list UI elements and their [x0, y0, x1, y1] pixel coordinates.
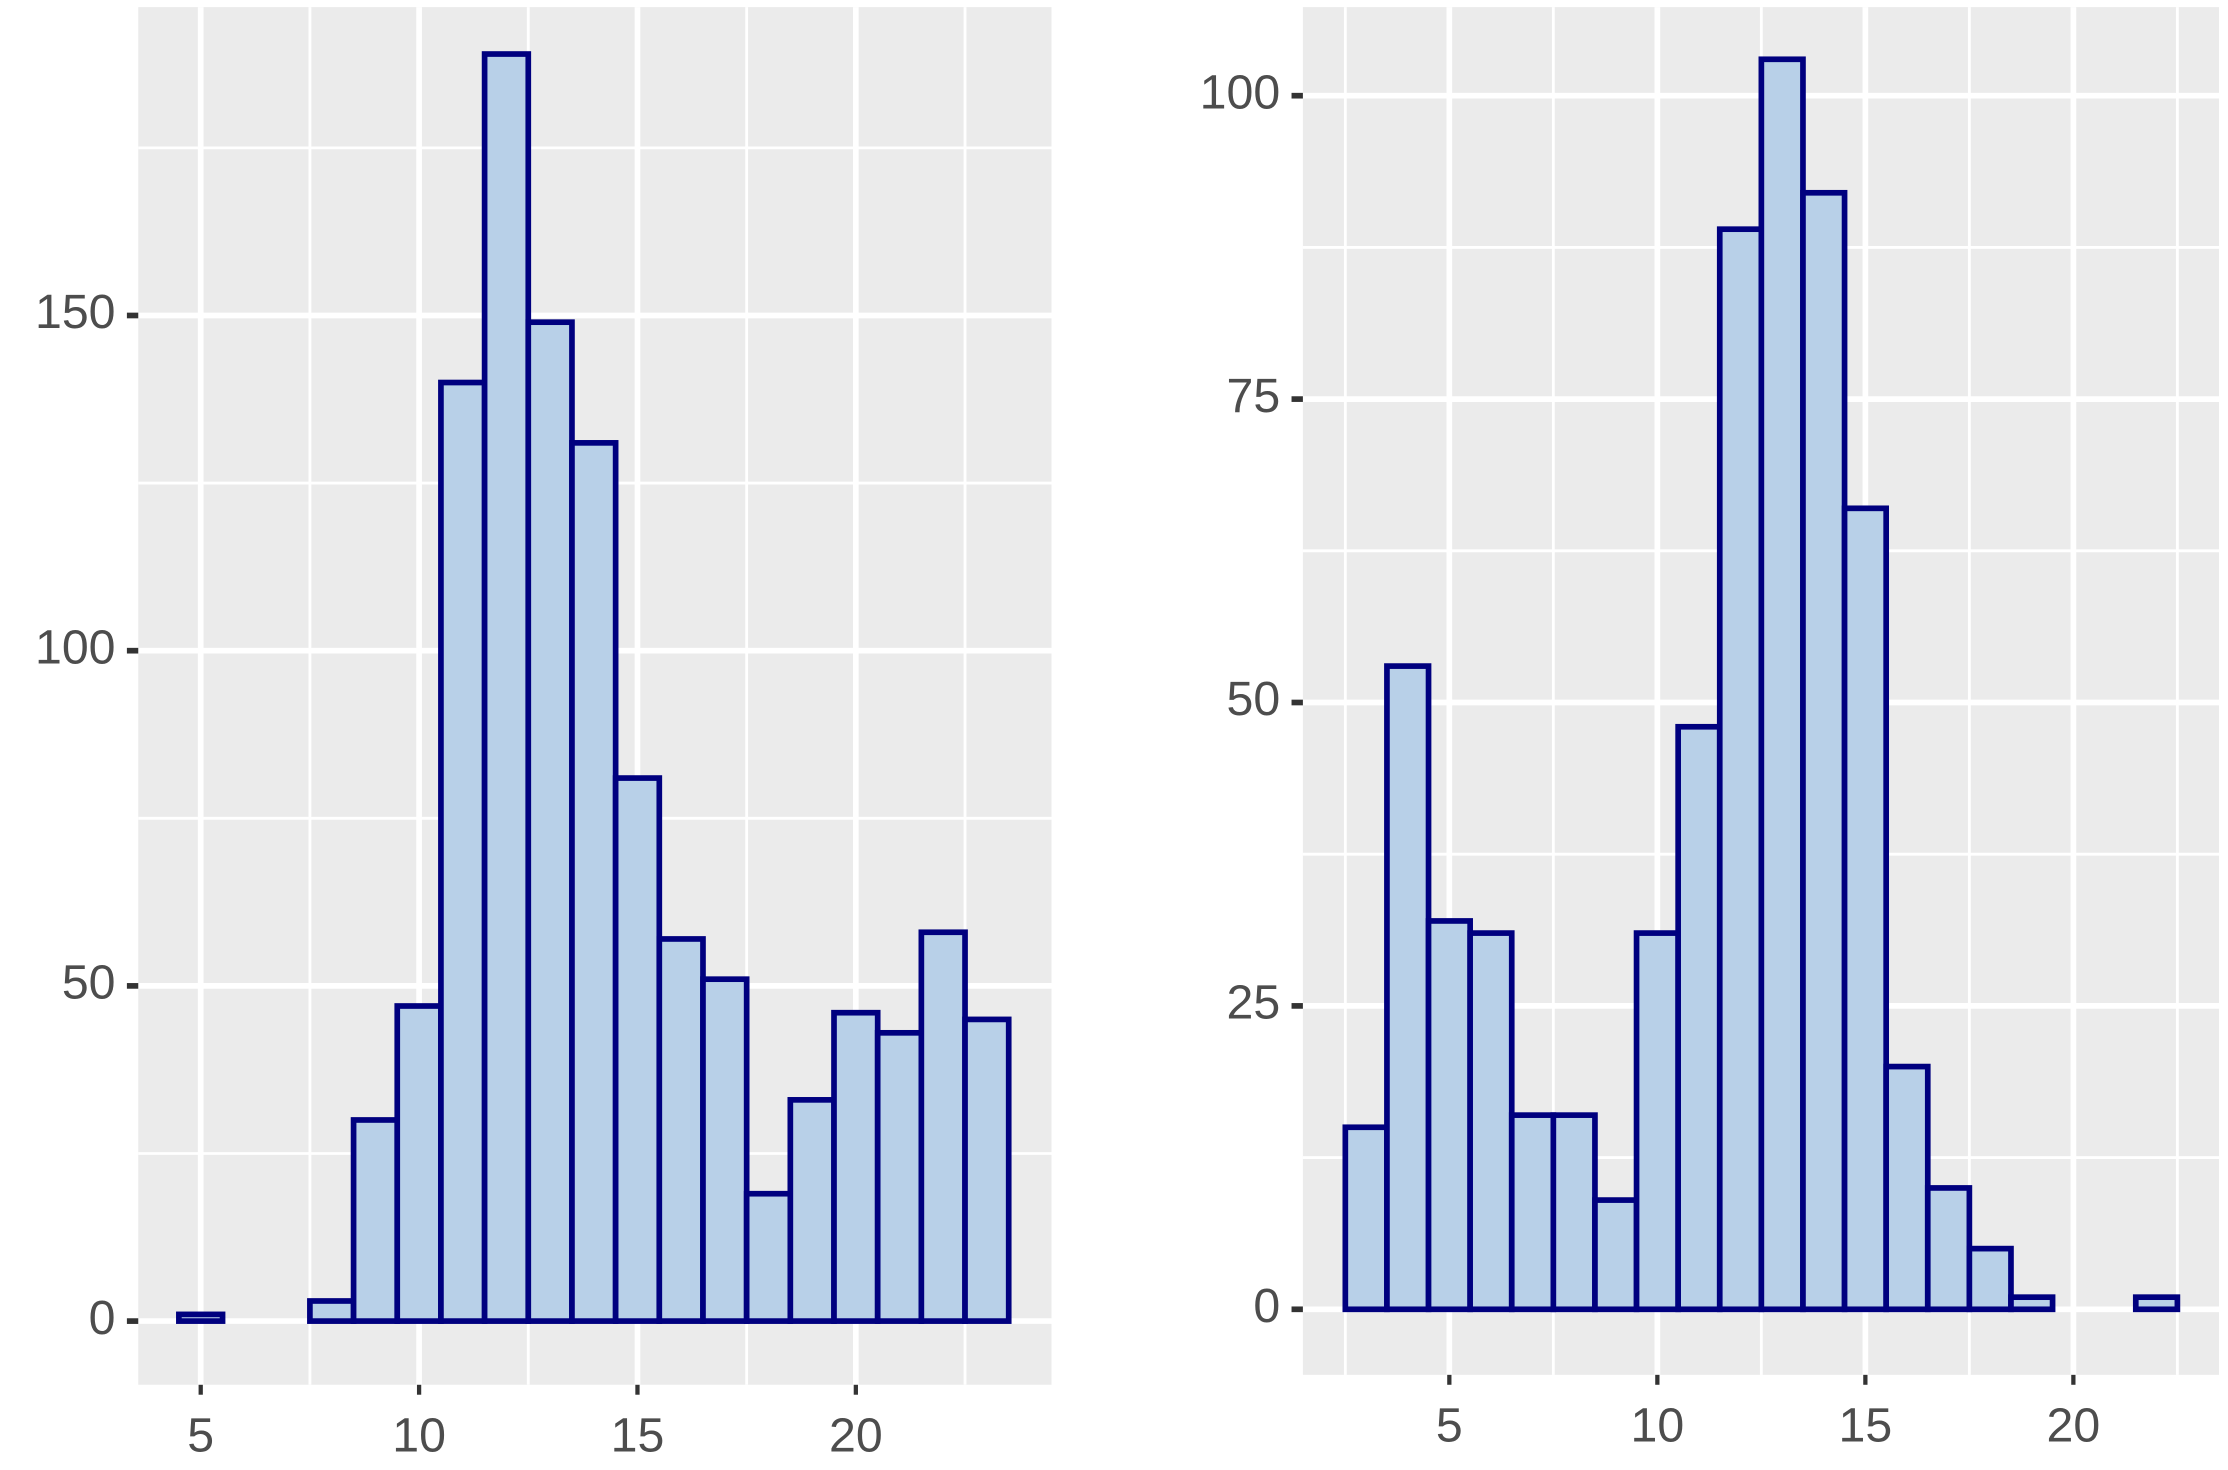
bar	[874, 1029, 925, 1324]
bar	[787, 1097, 837, 1324]
bar	[1550, 1112, 1598, 1313]
bar	[656, 936, 706, 1324]
y-tick-label: 150	[35, 285, 116, 339]
bar	[831, 1009, 881, 1324]
bar	[918, 929, 968, 1324]
bar	[1758, 56, 1806, 1313]
bar	[1633, 930, 1681, 1313]
y-tick-label: 100	[35, 620, 116, 674]
x-tick-label: 15	[1839, 1399, 1893, 1453]
bar	[612, 775, 663, 1324]
bar	[1924, 1185, 1973, 1313]
x-tick-label: 20	[829, 1409, 883, 1463]
bar	[1508, 1112, 1557, 1313]
bar	[743, 1190, 794, 1324]
bar	[1342, 1124, 1390, 1313]
y-tick-label: 0	[89, 1291, 116, 1345]
bar	[1966, 1245, 2014, 1313]
y-tick-label: 0	[1253, 1279, 1280, 1333]
bar	[438, 379, 488, 1324]
bar	[569, 440, 619, 1324]
bar	[1384, 663, 1432, 1313]
bar	[1592, 1197, 1640, 1313]
y-tick-label: 100	[1200, 65, 1281, 119]
bar	[2008, 1294, 2056, 1313]
y-tick-label: 50	[1226, 672, 1280, 726]
bar	[2132, 1294, 2181, 1313]
bar	[307, 1298, 357, 1324]
bar	[481, 51, 532, 1324]
bar	[1716, 226, 1765, 1313]
x-tick-label: 20	[2047, 1399, 2101, 1453]
bar	[176, 1311, 226, 1324]
y-tick-label: 25	[1226, 976, 1280, 1030]
bar	[350, 1117, 401, 1324]
bar	[1841, 505, 1890, 1313]
bar	[1883, 1063, 1931, 1313]
bar	[1425, 918, 1473, 1313]
x-tick-label: 5	[187, 1409, 214, 1463]
bar	[525, 319, 575, 1324]
y-tick-label: 50	[62, 956, 116, 1010]
x-tick-label: 10	[1631, 1399, 1685, 1453]
x-tick-label: 10	[392, 1409, 446, 1463]
x-tick-label: 5	[1436, 1399, 1463, 1453]
bar	[962, 1016, 1012, 1324]
bar	[1675, 723, 1723, 1313]
bar	[1800, 189, 1848, 1313]
bar	[1467, 930, 1515, 1313]
bar	[394, 1003, 444, 1324]
x-tick-label: 15	[611, 1409, 665, 1463]
bar	[700, 976, 750, 1324]
y-tick-label: 75	[1226, 369, 1280, 423]
